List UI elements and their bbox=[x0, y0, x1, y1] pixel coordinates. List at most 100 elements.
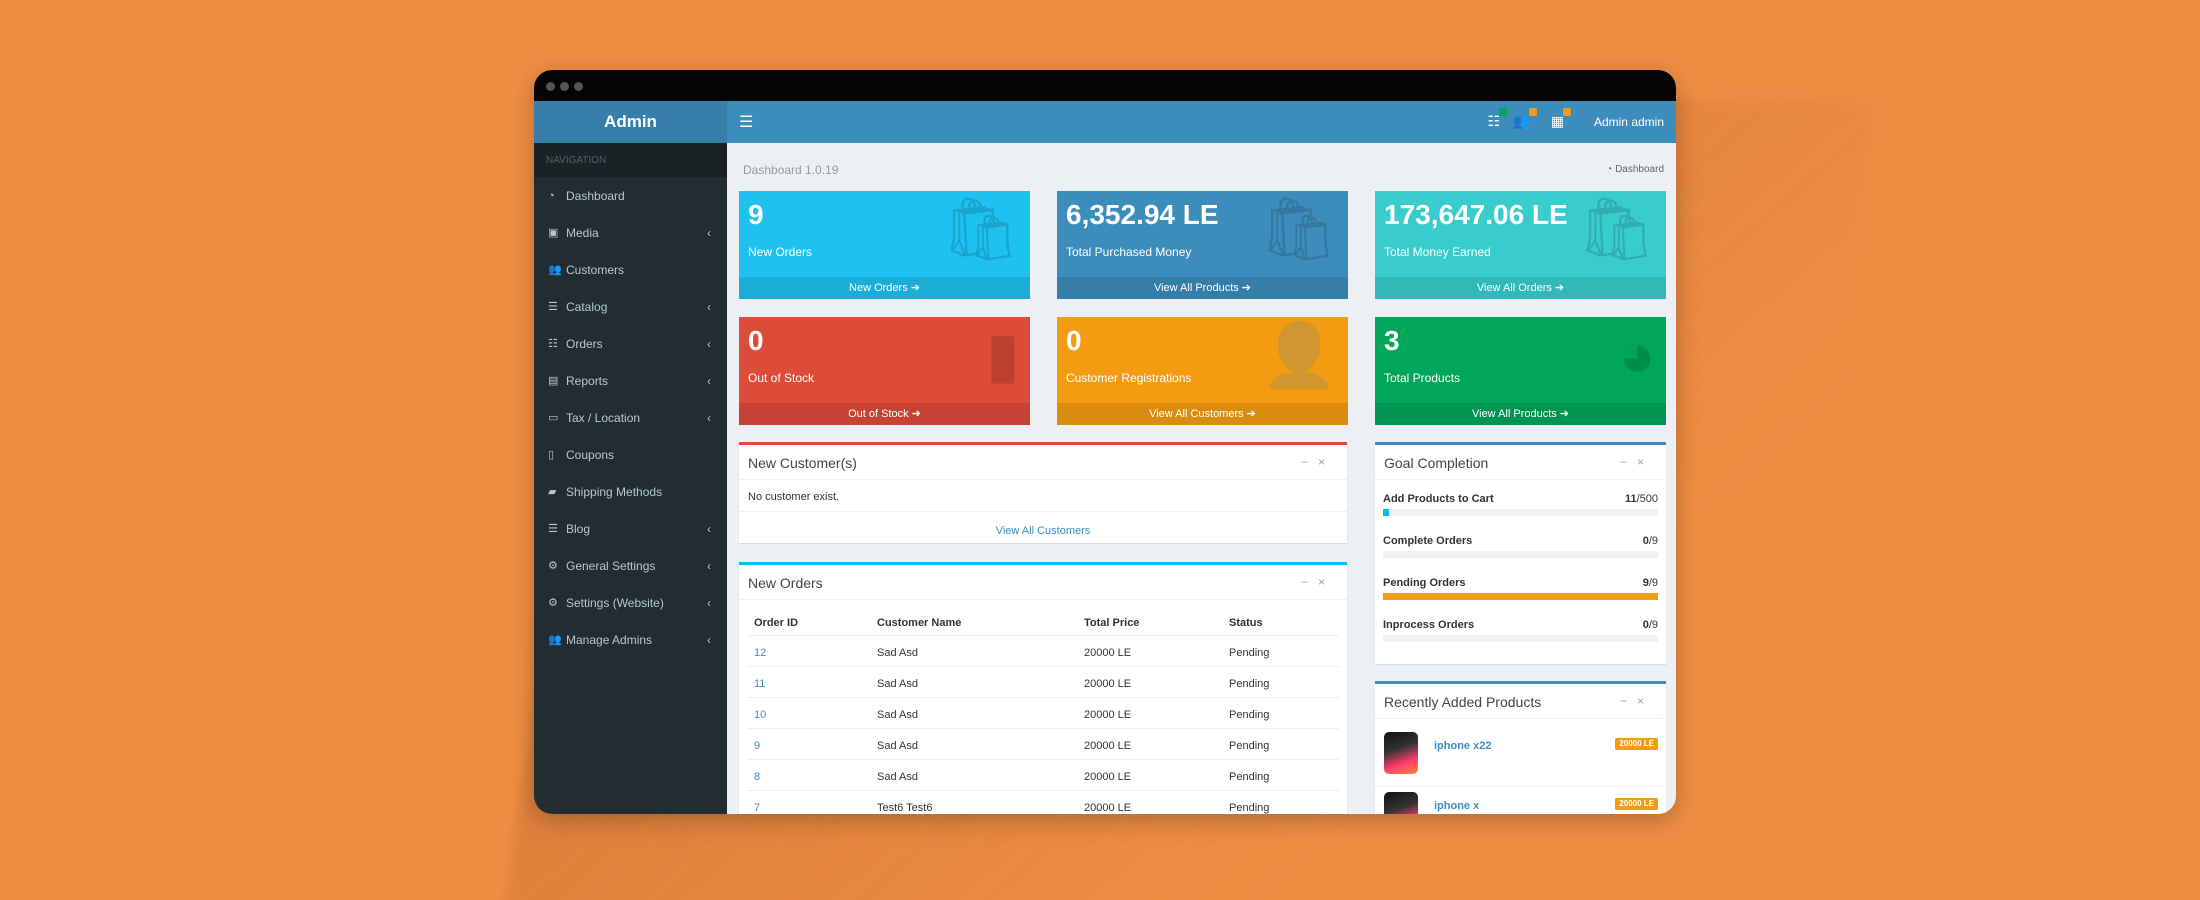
window-minimize-dot[interactable] bbox=[560, 82, 569, 91]
sidebar-item-manage-admins[interactable]: 👥 Manage Admins ‹ bbox=[534, 621, 727, 658]
chevron-left-icon: ‹ bbox=[707, 373, 711, 388]
goal-progress-bar bbox=[1383, 551, 1658, 558]
recent-products-panel: Recently Added Products −× iphone x22 200… bbox=[1375, 681, 1666, 814]
sidebar-item-media[interactable]: ▣ Media ‹ bbox=[534, 214, 727, 251]
chevron-left-icon: ‹ bbox=[707, 410, 711, 425]
column-header-price[interactable]: Total Price bbox=[1084, 617, 1140, 629]
user-menu[interactable]: Admin admin bbox=[1593, 115, 1664, 129]
stat-footer-link[interactable]: New Orders ➔ bbox=[739, 277, 1030, 299]
sidebar-item-shipping-methods[interactable]: ▰ Shipping Methods bbox=[534, 473, 727, 510]
stat-value: 173,647.06 LE bbox=[1384, 199, 1568, 230]
sidebar-item-blog[interactable]: ☰ Blog ‹ bbox=[534, 510, 727, 547]
product-image[interactable] bbox=[1384, 792, 1418, 814]
panel-tools: −× bbox=[1620, 455, 1654, 469]
sidebar-item-label: Reports bbox=[566, 373, 609, 388]
product-image[interactable] bbox=[1384, 732, 1418, 774]
table-row: 8 Sad Asd 20000 LE Pending bbox=[747, 759, 1339, 790]
goal-name: Complete Orders bbox=[1383, 535, 1473, 547]
collapse-icon[interactable]: − bbox=[1619, 694, 1637, 708]
sidebar-item-orders[interactable]: ☷ Orders ‹ bbox=[534, 325, 727, 362]
column-header-status[interactable]: Status bbox=[1229, 617, 1263, 629]
order-id-link[interactable]: 7 bbox=[754, 802, 761, 814]
breadcrumb[interactable]: ◔ Dashboard bbox=[1606, 164, 1664, 175]
order-status: Pending bbox=[1229, 771, 1270, 783]
sidebar-item-catalog[interactable]: ☰ Catalog ‹ bbox=[534, 288, 727, 325]
goal-item: Inprocess Orders 0/9 bbox=[1383, 619, 1658, 647]
column-header-customer[interactable]: Customer Name bbox=[877, 617, 962, 629]
sidebar-item-settings-website[interactable]: ⚙ Settings (Website) ‹ bbox=[534, 584, 727, 621]
hamburger-menu-icon[interactable]: ☰ bbox=[739, 114, 754, 131]
sidebar-item-label: Manage Admins bbox=[566, 632, 653, 647]
sidebar-item-label: General Settings bbox=[566, 558, 656, 573]
customer-name: Sad Asd bbox=[877, 771, 918, 783]
sidebar-item-label: Settings (Website) bbox=[566, 595, 664, 610]
sidebar-item-label: Blog bbox=[566, 521, 591, 536]
close-icon[interactable]: × bbox=[1317, 455, 1335, 469]
stat-label: New Orders bbox=[748, 245, 813, 259]
window-titlebar bbox=[534, 70, 1676, 101]
collapse-icon[interactable]: − bbox=[1300, 575, 1318, 589]
sidebar-item-dashboard[interactable]: ◔ Dashboard bbox=[534, 177, 727, 214]
user-plus-icon: 👤 bbox=[1260, 321, 1338, 390]
users-icon[interactable]: 👥 bbox=[1513, 108, 1537, 130]
goal-total: /9 bbox=[1648, 619, 1658, 631]
chevron-left-icon: ‹ bbox=[707, 225, 711, 240]
sidebar-item-coupons[interactable]: ▯ Coupons bbox=[534, 436, 727, 473]
database-icon: ☰ bbox=[548, 523, 558, 535]
stat-footer-link[interactable]: View All Products ➔ bbox=[1057, 277, 1348, 299]
grid-icon[interactable]: ▦ bbox=[1551, 108, 1571, 130]
stat-footer-link[interactable]: Out of Stock ➔ bbox=[739, 403, 1030, 425]
order-id-link[interactable]: 9 bbox=[754, 740, 761, 752]
goal-done: 0 bbox=[1642, 535, 1649, 547]
total-price: 20000 LE bbox=[1084, 678, 1132, 690]
sidebar-item-label: Tax / Location bbox=[566, 410, 641, 425]
view-all-customers-link[interactable]: View All Customers bbox=[995, 525, 1091, 537]
window-maximize-dot[interactable] bbox=[574, 82, 583, 91]
tasks-icon[interactable]: ☷ bbox=[1487, 108, 1507, 130]
panel-title: New Orders bbox=[748, 575, 823, 591]
brand-logo[interactable]: Admin bbox=[534, 101, 727, 143]
stat-footer-link[interactable]: View All Products ➔ bbox=[1375, 403, 1666, 425]
order-id-link[interactable]: 8 bbox=[754, 771, 761, 783]
window-close-dot[interactable] bbox=[546, 82, 555, 91]
collapse-icon[interactable]: − bbox=[1300, 455, 1318, 469]
nav-header: NAVIGATION bbox=[534, 143, 727, 177]
order-id-link[interactable]: 10 bbox=[754, 709, 767, 721]
sidebar-item-general-settings[interactable]: ⚙ General Settings ‹ bbox=[534, 547, 727, 584]
order-id-link[interactable]: 12 bbox=[754, 647, 767, 659]
sidebar: Admin NAVIGATION ◔ Dashboard ▣ Media ‹ 👥 Custo… bbox=[534, 101, 727, 814]
list-icon: ☷ bbox=[548, 338, 558, 350]
collapse-icon[interactable]: − bbox=[1619, 455, 1637, 469]
product-name-link[interactable]: iphone x bbox=[1434, 800, 1480, 812]
close-icon[interactable]: × bbox=[1636, 694, 1654, 708]
chevron-left-icon: ‹ bbox=[707, 595, 711, 610]
stat-label: Customer Registrations bbox=[1066, 371, 1192, 385]
product-name-link[interactable]: iphone x22 bbox=[1434, 740, 1492, 752]
sidebar-item-reports[interactable]: ▤ Reports ‹ bbox=[534, 362, 727, 399]
gears-icon: ⚙ bbox=[548, 597, 558, 609]
sidebar-item-label: Dashboard bbox=[566, 188, 625, 203]
panel-title: Goal Completion bbox=[1384, 455, 1489, 471]
goal-progress-fill bbox=[1383, 509, 1390, 516]
empty-text: No customer exist. bbox=[748, 491, 840, 503]
sidebar-item-tax-location[interactable]: ▭ Tax / Location ‹ bbox=[534, 399, 727, 436]
database-icon: ☰ bbox=[548, 301, 558, 313]
chevron-left-icon: ‹ bbox=[707, 632, 711, 647]
sidebar-item-label: Orders bbox=[566, 336, 603, 351]
bag-icon: 🛍 bbox=[1577, 195, 1656, 264]
sidebar-item-customers[interactable]: 👥 Customers bbox=[534, 251, 727, 288]
admin-app: Admin NAVIGATION ◔ Dashboard ▣ Media ‹ 👥 Custo… bbox=[534, 101, 1676, 814]
goal-progress-fill bbox=[1383, 593, 1658, 600]
column-header-order-id[interactable]: Order ID bbox=[754, 617, 799, 629]
close-icon[interactable]: × bbox=[1636, 455, 1654, 469]
close-icon[interactable]: × bbox=[1317, 575, 1335, 589]
stat-footer-link[interactable]: View All Customers ➔ bbox=[1057, 403, 1348, 425]
stat-label: Out of Stock bbox=[748, 371, 815, 385]
order-id-link[interactable]: 11 bbox=[754, 678, 766, 690]
sidebar-item-label: Catalog bbox=[566, 299, 608, 314]
stat-footer-link[interactable]: View All Orders ➔ bbox=[1375, 277, 1666, 299]
chevron-left-icon: ‹ bbox=[707, 558, 711, 573]
topbar: ☰ ☷ 👥 ▦ Admin admin bbox=[727, 101, 1676, 143]
stat-label: Total Purchased Money bbox=[1066, 245, 1192, 259]
table-row: 12 Sad Asd 20000 LE Pending bbox=[747, 635, 1339, 666]
